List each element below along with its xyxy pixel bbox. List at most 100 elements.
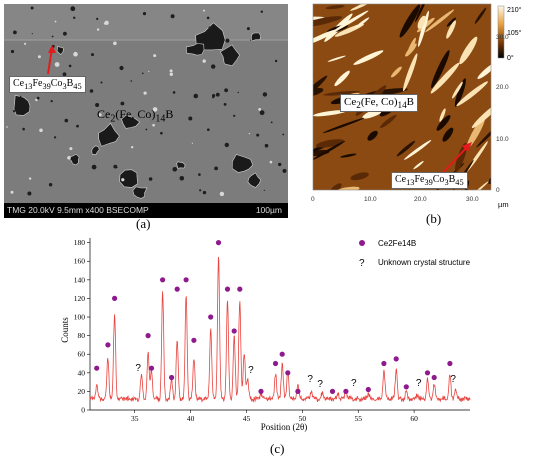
sem-speck — [224, 88, 229, 93]
xrd-y-tick-label: 120 — [74, 294, 86, 303]
mfm-domain-stripe — [439, 108, 446, 122]
sem-dark-grain — [220, 44, 240, 66]
sem-speck — [169, 69, 173, 73]
sem-grain-edge — [119, 169, 139, 188]
xrd-y-axis-label: Counts — [60, 317, 70, 343]
colorbar-tick-mid: 105° — [507, 29, 522, 37]
xrd-y-tick-label: 140 — [74, 275, 86, 284]
sem-speck — [258, 108, 262, 111]
sem-speck — [264, 143, 269, 148]
sem-speck — [103, 22, 106, 25]
sem-speck — [198, 173, 201, 176]
mfm-domain-stripe — [355, 17, 370, 29]
xrd-y-tick-label: 180 — [74, 238, 86, 247]
sem-speck — [54, 20, 57, 23]
sem-speck — [69, 147, 73, 151]
xrd-ce2fe14b-marker — [424, 370, 431, 376]
xrd-ce2fe14b-marker — [174, 286, 180, 292]
sem-info-text: TMG 20.0kV 9.5mm x400 BSECOMP — [7, 205, 149, 215]
sem-speck — [224, 142, 229, 148]
mfm-y-tick-0: 0 — [496, 187, 500, 194]
sem-speck — [19, 95, 22, 98]
mfm-domain-stripe — [465, 141, 488, 173]
xrd-ce2fe14b-marker — [112, 295, 118, 301]
mfm-domain-stripe — [332, 10, 369, 33]
mfm-domain-stripe — [334, 70, 350, 87]
sem-grain-edge — [231, 154, 254, 173]
mfm-y-tick-30: 30.0 — [496, 34, 509, 41]
mfm-domain-stripe — [413, 161, 424, 170]
sem-speck — [10, 49, 15, 54]
sem-speck — [148, 177, 153, 181]
sem-speck — [274, 59, 278, 63]
mfm-domain-stripe — [399, 4, 421, 38]
sem-grain-edge — [13, 94, 31, 116]
sem-speck — [70, 6, 76, 12]
mfm-domain-stripe — [446, 17, 457, 27]
mfm-domain-stripe — [329, 183, 342, 190]
xrd-x-tick-label: 50 — [299, 414, 307, 423]
sem-grain-edge — [121, 115, 141, 129]
mfm-domain-stripe — [327, 55, 346, 62]
xrd-unknown-marker: ? — [248, 365, 254, 376]
sem-red-arrow-head — [48, 45, 56, 53]
xrd-ce2fe14b-marker — [393, 356, 399, 362]
xrd-x-axis-label: Position (2θ) — [261, 422, 308, 432]
xrd-x-tick-label: 55 — [354, 414, 362, 423]
mfm-domain-stripe — [390, 66, 402, 78]
sem-speck — [199, 189, 202, 192]
sem-speck — [73, 16, 76, 19]
sem-speck — [96, 28, 100, 31]
sem-speck — [262, 92, 268, 97]
sem-speck — [39, 128, 43, 133]
sem-speck — [246, 27, 250, 31]
mfm-domain-stripe — [350, 4, 372, 11]
mfm-label-minor-phase: Ce13Fe39Co3B45 — [391, 172, 468, 189]
legend-label-unknown: Unknown crystal structure — [378, 258, 471, 267]
panel-a-sem-image: Ce13Fe39Co3B45 Ce2(Fe, Co)14B TMG 20.0kV… — [0, 0, 290, 231]
xrd-y-tick-label: 60 — [78, 350, 86, 359]
sem-speck — [31, 33, 33, 35]
xrd-ce2fe14b-marker — [191, 337, 197, 343]
mfm-domain-stripe — [459, 36, 478, 65]
sem-grain-edge — [220, 44, 240, 67]
sem-dark-grain — [195, 22, 226, 50]
mfm-domain-stripe — [431, 50, 450, 89]
xrd-unknown-marker: ? — [135, 363, 141, 374]
sem-speck — [206, 16, 210, 20]
xrd-ce2fe14b-marker — [231, 328, 237, 334]
xrd-ce2fe14b-marker — [237, 286, 243, 292]
xrd-ce2fe14b-marker — [403, 384, 409, 390]
sem-speck — [119, 65, 124, 71]
mfm-domain-stripe — [396, 140, 416, 157]
panel-c-xrd-chart: 35 40 45 50 55 60 0 20 40 60 80 100 120 140 160 180 ???… — [0, 232, 550, 460]
xrd-y-tick-label: 100 — [74, 313, 86, 322]
sem-speck — [172, 167, 178, 172]
sem-dark-grain — [13, 95, 30, 116]
sem-lighter-band — [4, 4, 288, 40]
xrd-x-tick-label: 45 — [243, 414, 251, 423]
xrd-y-tick-label: 0 — [81, 406, 85, 415]
sem-dark-grain — [247, 172, 261, 188]
mfm-domain-stripe — [313, 110, 347, 117]
mfm-domain-stripe — [451, 81, 463, 99]
sem-grain-particles — [6, 6, 287, 199]
sem-micrograph — [4, 4, 288, 218]
sem-scale-bar-label: 100µm — [255, 205, 282, 215]
legend-circle-marker — [359, 240, 365, 246]
mfm-red-arrow-head — [462, 142, 472, 152]
xrd-ce2fe14b-marker — [215, 240, 222, 246]
sem-speck — [51, 35, 54, 38]
sem-speck — [54, 62, 60, 67]
xrd-ce2fe14b-marker — [329, 388, 336, 394]
mfm-domain-stripe — [322, 117, 365, 134]
mfm-domain-stripe — [476, 116, 491, 148]
sem-speck — [113, 41, 117, 46]
mfm-colorbar — [497, 5, 505, 59]
mfm-domain-stripe — [313, 16, 343, 28]
mfm-domain-stripe — [315, 139, 345, 148]
sem-grain-edge — [247, 172, 262, 188]
sem-label-major-phase: Ce2(Fe, Co)14B — [97, 107, 174, 125]
panel-b-mfm-image: 210° 105° 0° 30.0 20.0 10.0 0 0 10.0 20.… — [298, 0, 550, 230]
xrd-ce2fe14b-marker — [381, 360, 387, 367]
